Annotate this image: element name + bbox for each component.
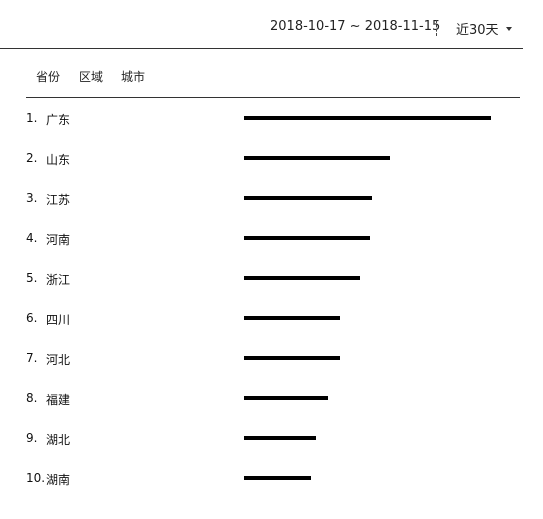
value-bar xyxy=(244,356,340,360)
value-bar xyxy=(244,276,360,280)
rank-number: 2. xyxy=(26,151,37,165)
value-bar xyxy=(244,196,372,200)
rank-number: 8. xyxy=(26,391,37,405)
rank-number: 9. xyxy=(26,431,37,445)
list-item: 1. 广东 xyxy=(26,109,520,129)
province-name: 湖南 xyxy=(46,471,70,488)
tab-city[interactable]: 城市 xyxy=(121,68,145,85)
rank-number: 10. xyxy=(26,471,45,485)
province-name: 广东 xyxy=(46,111,70,128)
list-item: 4. 河南 xyxy=(26,229,520,249)
value-bar xyxy=(244,476,311,480)
list-item: 7. 河北 xyxy=(26,349,520,369)
rank-number: 7. xyxy=(26,351,37,365)
list-item: 3. 江苏 xyxy=(26,189,520,209)
province-name: 湖北 xyxy=(46,431,70,448)
tabs-divider xyxy=(26,97,520,98)
rank-number: 4. xyxy=(26,231,37,245)
value-bar xyxy=(244,396,328,400)
value-bar xyxy=(244,436,316,440)
value-bar xyxy=(244,156,390,160)
list-item: 6. 四川 xyxy=(26,309,520,329)
province-name: 河南 xyxy=(46,231,70,248)
list-item: 8. 福建 xyxy=(26,389,520,409)
rank-number: 6. xyxy=(26,311,37,325)
header-divider xyxy=(0,48,523,49)
province-name: 山东 xyxy=(46,151,70,168)
toolbar: 2018-10-17 ~ 2018-11-15 近30天 xyxy=(0,0,543,50)
tab-province[interactable]: 省份 xyxy=(36,68,60,85)
value-bar xyxy=(244,116,491,120)
list-item: 10. 湖南 xyxy=(26,469,520,489)
chevron-down-icon[interactable] xyxy=(506,27,512,31)
rank-number: 5. xyxy=(26,271,37,285)
province-name: 江苏 xyxy=(46,191,70,208)
date-range-picker[interactable]: 2018-10-17 ~ 2018-11-15 xyxy=(270,19,440,34)
province-name: 四川 xyxy=(46,311,70,328)
toolbar-divider xyxy=(436,20,437,36)
list-item: 5. 浙江 xyxy=(26,269,520,289)
province-name: 河北 xyxy=(46,351,70,368)
value-bar xyxy=(244,236,370,240)
province-name: 浙江 xyxy=(46,271,70,288)
tab-region[interactable]: 区域 xyxy=(79,68,103,85)
value-bar xyxy=(244,316,340,320)
rank-number: 1. xyxy=(26,111,37,125)
rank-number: 3. xyxy=(26,191,37,205)
province-name: 福建 xyxy=(46,391,70,408)
list-item: 2. 山东 xyxy=(26,149,520,169)
period-select[interactable]: 近30天 xyxy=(456,19,499,38)
list-item: 9. 湖北 xyxy=(26,429,520,449)
